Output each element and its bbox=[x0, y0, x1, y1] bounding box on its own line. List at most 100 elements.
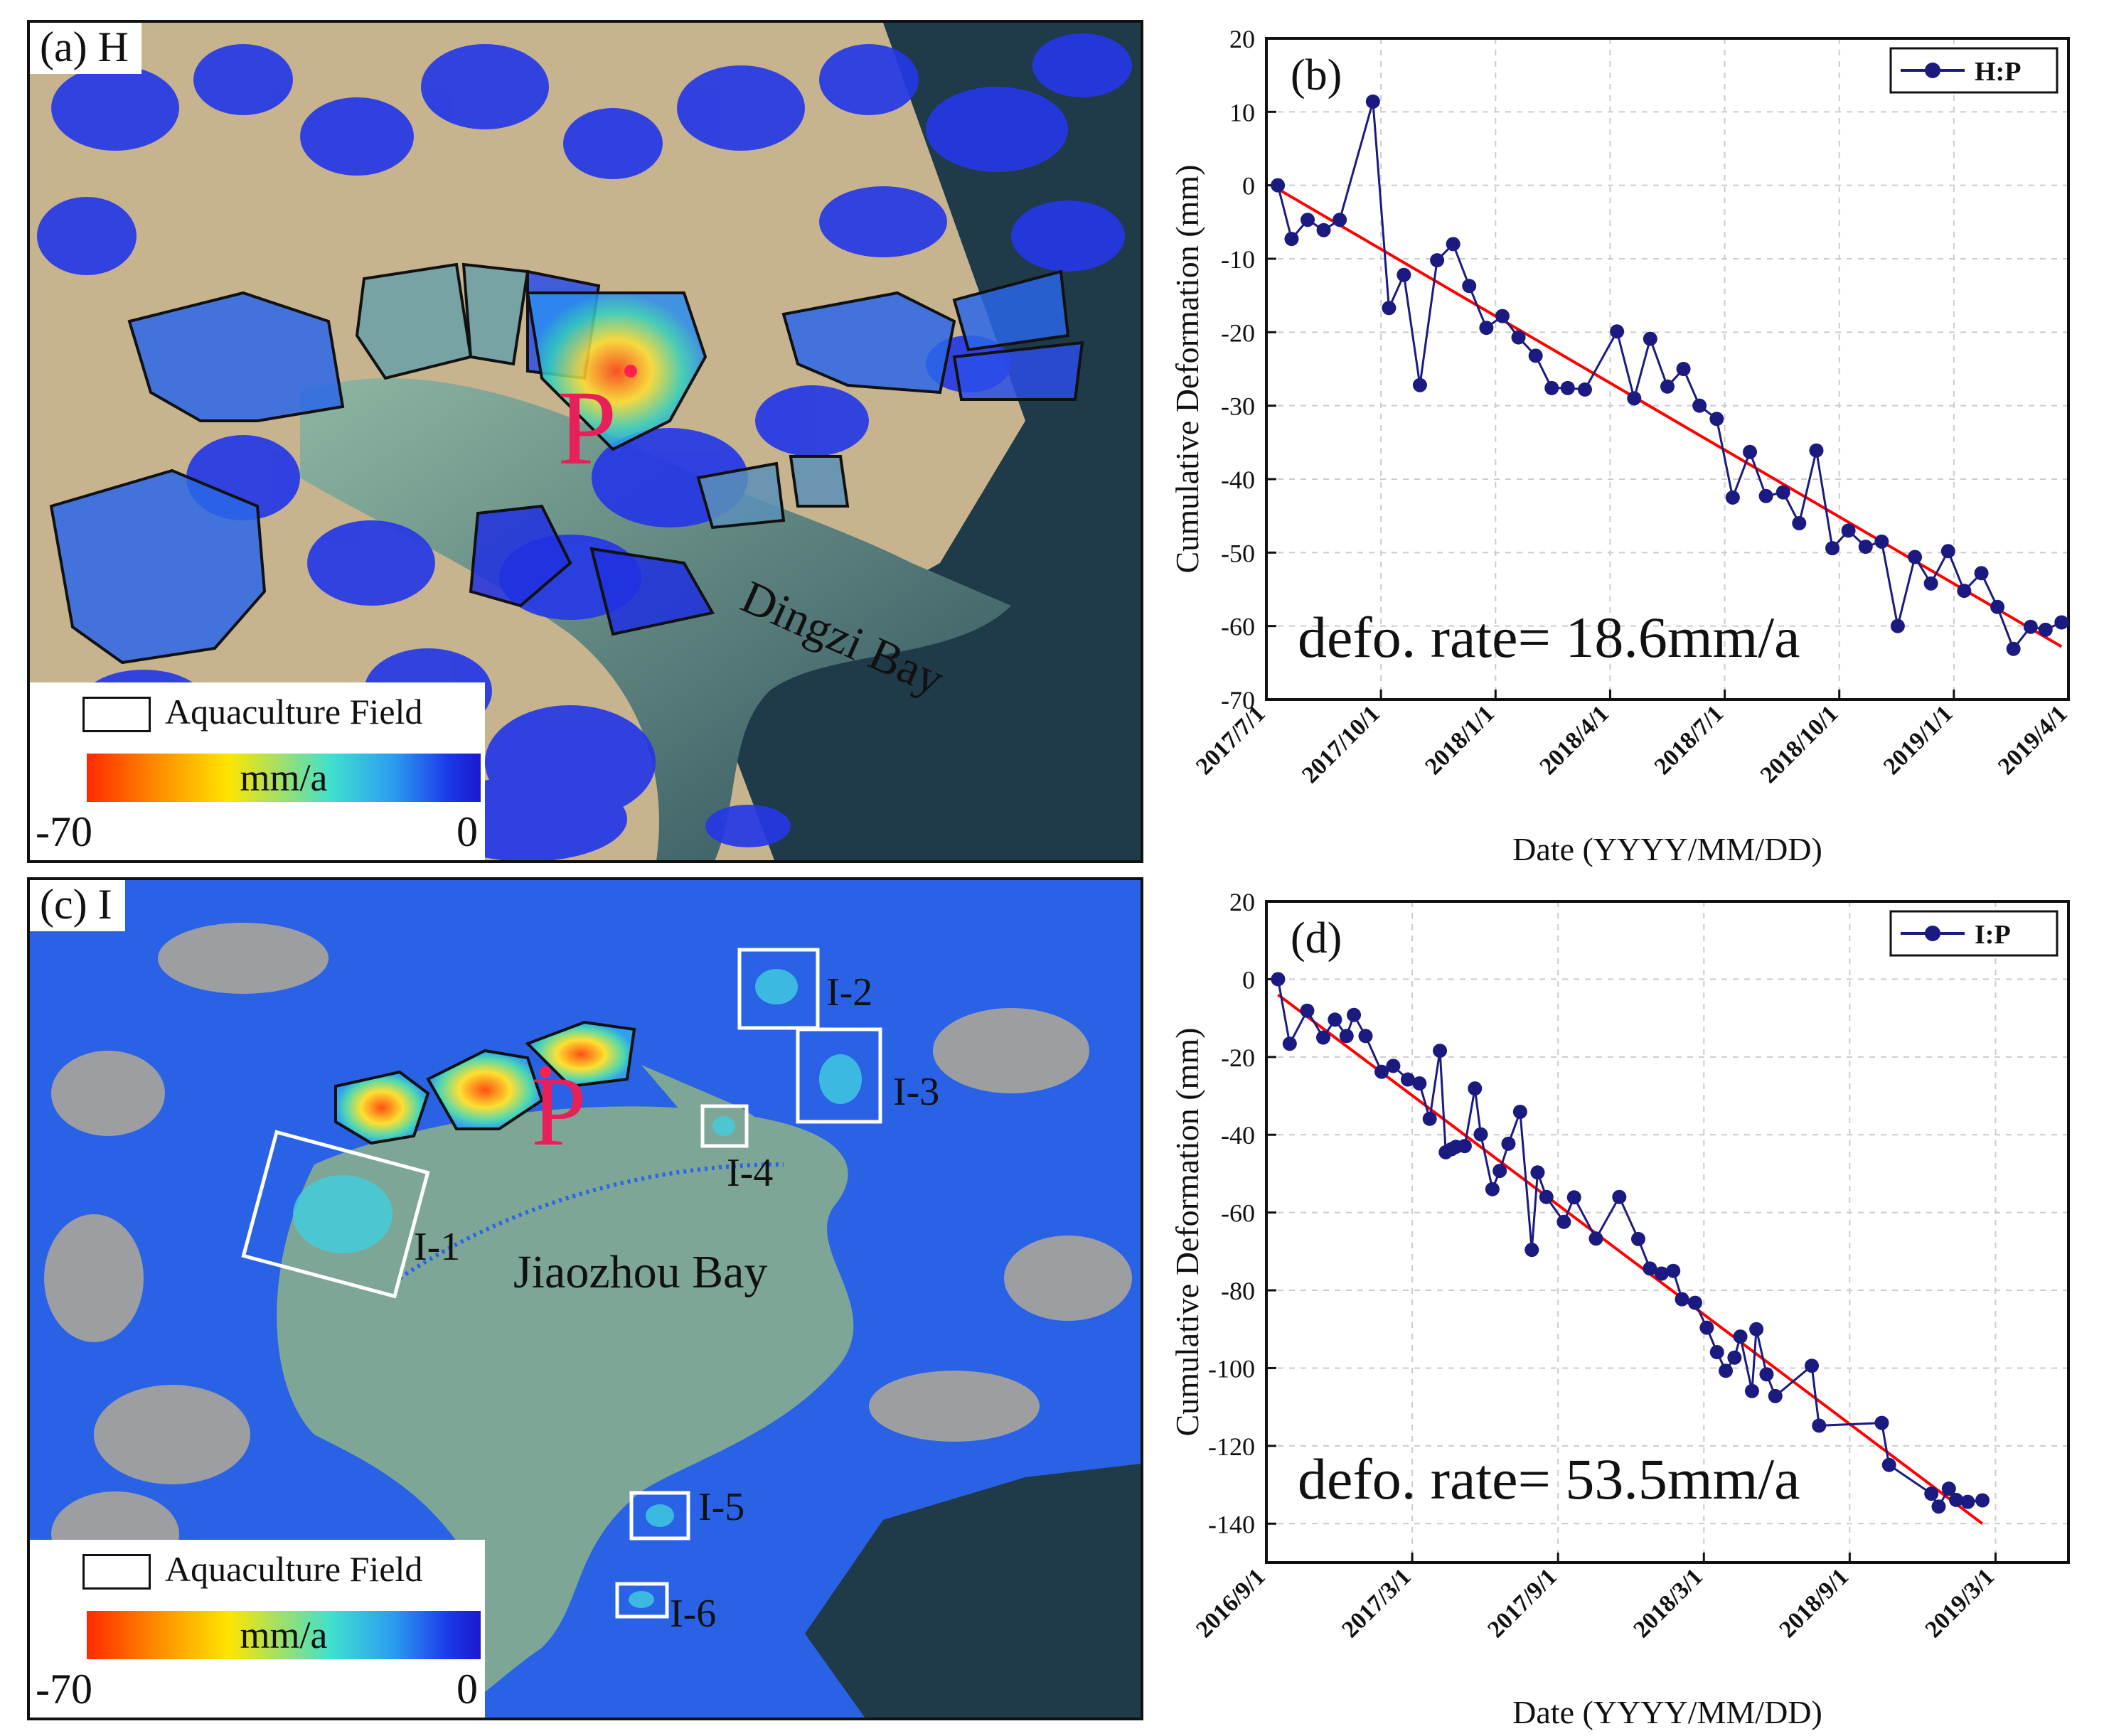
satellite-map-c bbox=[30, 880, 1141, 1718]
data-point bbox=[1588, 1231, 1603, 1246]
x-axis-label-d: Date (YYYY/MM/DD) bbox=[1512, 1694, 1822, 1730]
data-point bbox=[1271, 178, 1286, 193]
data-point bbox=[1990, 599, 2005, 614]
data-point bbox=[1339, 1029, 1354, 1044]
data-point bbox=[1485, 1182, 1500, 1196]
data-point bbox=[1347, 1007, 1362, 1022]
x-tick-label: 2019/4/1 bbox=[1993, 700, 2073, 780]
series-points-d bbox=[1271, 972, 1990, 1514]
data-point bbox=[1957, 584, 1972, 599]
data-point bbox=[1699, 1320, 1714, 1335]
x-tick-label: 2018/7/1 bbox=[1650, 700, 1729, 780]
map-panel-a: (a) H P Dingzi Bay Aquaculture Field mm/… bbox=[27, 20, 1143, 863]
fit-line-d bbox=[1277, 993, 1984, 1525]
aquaculture-field-swatch bbox=[82, 697, 151, 732]
data-point bbox=[1874, 1415, 1889, 1430]
data-point bbox=[1743, 444, 1758, 459]
panel-a-tag: (a) H bbox=[30, 23, 141, 74]
x-tick-label: 2016/9/1 bbox=[1191, 1563, 1271, 1643]
data-point bbox=[1960, 1494, 1975, 1509]
x-axis-label-b: Date (YYYY/MM/DD) bbox=[1512, 831, 1822, 867]
map-panel-c: (c) I P Jiaozhou Bay I-1 I-2 I-3 I-4 I-5… bbox=[27, 877, 1143, 1720]
data-point bbox=[1725, 490, 1740, 505]
data-point bbox=[1709, 1345, 1724, 1360]
series-points-b bbox=[1271, 94, 2069, 656]
data-point bbox=[1315, 1030, 1330, 1045]
colorbar-c: mm/a bbox=[87, 1611, 481, 1659]
data-point bbox=[1931, 1499, 1946, 1514]
data-point bbox=[1422, 1111, 1437, 1126]
data-point bbox=[1539, 1189, 1554, 1204]
data-point bbox=[1412, 1076, 1427, 1091]
region-label-i4: I-4 bbox=[727, 1151, 774, 1195]
aquaculture-field-label-c: Aquaculture Field bbox=[165, 1549, 423, 1589]
x-tick-label: 2018/1/1 bbox=[1420, 700, 1500, 780]
data-point bbox=[1676, 362, 1691, 376]
legend-label-d: I:P bbox=[1975, 920, 2011, 950]
x-tick-label: 2019/3/1 bbox=[1920, 1563, 1999, 1643]
rate-annotation-b: defo. rate= 18.6mm/a bbox=[1298, 605, 1800, 670]
data-point bbox=[1924, 1486, 1939, 1501]
data-point bbox=[1630, 1231, 1645, 1246]
x-tick-label: 2017/3/1 bbox=[1337, 1563, 1416, 1643]
data-point bbox=[1610, 324, 1625, 339]
data-point bbox=[1397, 267, 1411, 282]
data-point bbox=[1759, 1367, 1774, 1382]
x-ticks-b: 2017/7/1 2017/10/1 2018/1/1 2018/4/1 2018/7/… bbox=[1191, 690, 2073, 788]
data-point bbox=[1627, 391, 1642, 406]
y-tick-label: 10 bbox=[1229, 98, 1255, 127]
data-point bbox=[1654, 1266, 1669, 1281]
point-p-label-a: P bbox=[557, 369, 617, 487]
data-point bbox=[1566, 1190, 1581, 1205]
y-tick-label: -10 bbox=[1221, 245, 1255, 274]
y-axis-label-d: Cumulative Deformation (mm) bbox=[1169, 1028, 1205, 1437]
data-point bbox=[1501, 1136, 1516, 1151]
legend-b: H:P bbox=[1889, 47, 2058, 94]
data-point bbox=[1430, 253, 1445, 268]
aquaculture-field-label: Aquaculture Field bbox=[165, 692, 423, 732]
data-point bbox=[1468, 1081, 1483, 1096]
bay-label-jiaozhou: Jiaozhou Bay bbox=[513, 1246, 768, 1298]
x-ticks-d: 2016/9/1 2017/3/1 2017/9/1 2018/3/1 2018/9/1… bbox=[1191, 1553, 1999, 1643]
y-tick-label: -70 bbox=[1221, 686, 1255, 714]
data-point bbox=[1301, 213, 1315, 227]
data-point bbox=[1744, 1383, 1759, 1398]
point-p-label-c: P bbox=[531, 1056, 587, 1167]
legend-marker-d bbox=[1925, 926, 1940, 941]
x-tick-label: 2018/4/1 bbox=[1534, 700, 1614, 780]
legend-label-b: H:P bbox=[1975, 57, 2021, 87]
data-point bbox=[1975, 1493, 1990, 1508]
data-point bbox=[1271, 972, 1286, 987]
data-point bbox=[1512, 1104, 1527, 1119]
data-point bbox=[1365, 94, 1380, 109]
region-label-i1: I-1 bbox=[414, 1225, 461, 1269]
data-point bbox=[1524, 1243, 1539, 1258]
colorbar-max-c: 0 bbox=[456, 1666, 478, 1713]
data-point bbox=[1382, 301, 1397, 316]
y-tick-label: -140 bbox=[1208, 1510, 1255, 1538]
data-point bbox=[1974, 566, 1989, 581]
data-point bbox=[1462, 279, 1477, 294]
data-point bbox=[1316, 223, 1331, 237]
data-point bbox=[1775, 485, 1790, 500]
region-label-i5: I-5 bbox=[698, 1485, 745, 1529]
y-tick-label: -50 bbox=[1221, 539, 1255, 567]
colorbar-unit-c: mm/a bbox=[240, 1614, 328, 1656]
x-tick-label: 2017/10/1 bbox=[1297, 700, 1385, 788]
series-line-b bbox=[1276, 101, 2062, 651]
data-point bbox=[1284, 232, 1299, 247]
data-point bbox=[2038, 622, 2053, 637]
data-point bbox=[1719, 1363, 1734, 1378]
y-tick-label: -80 bbox=[1221, 1277, 1255, 1305]
region-label-i3: I-3 bbox=[893, 1070, 940, 1114]
grid-b bbox=[1266, 38, 2069, 700]
data-point bbox=[1530, 1165, 1545, 1180]
data-point bbox=[1666, 1263, 1681, 1278]
data-point bbox=[1812, 1418, 1827, 1433]
data-point bbox=[1511, 330, 1526, 345]
data-point bbox=[1328, 1012, 1342, 1027]
data-point bbox=[1890, 618, 1905, 633]
data-point bbox=[1949, 1492, 1964, 1507]
y-tick-label: 0 bbox=[1242, 965, 1255, 994]
